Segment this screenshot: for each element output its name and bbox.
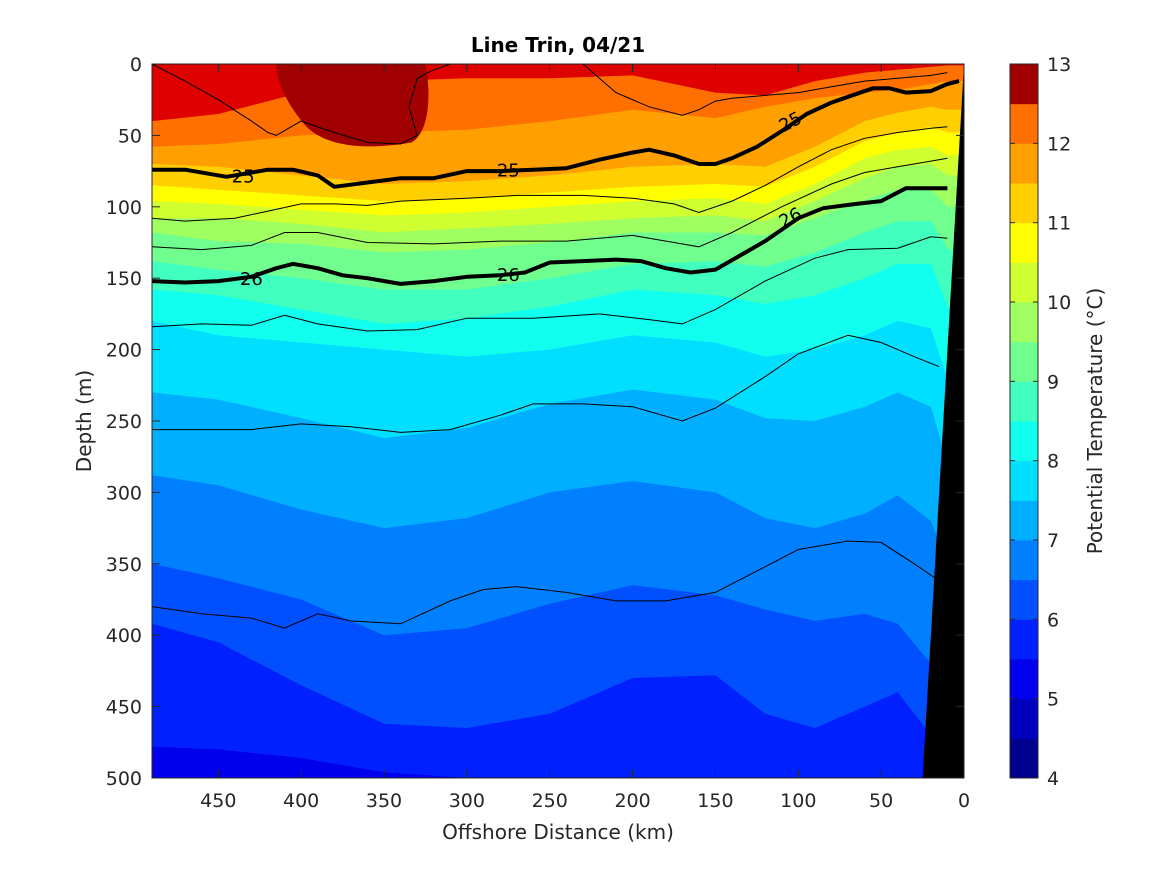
density-contour-layer	[152, 64, 960, 629]
x-axis-label: Offshore Distance (km)	[442, 820, 674, 844]
temperature-band	[152, 623, 964, 778]
colorbar-segment	[1010, 540, 1038, 581]
colorbar-segment	[1010, 183, 1038, 224]
y-tick-label: 400	[106, 625, 142, 647]
thin-density-contour	[152, 126, 948, 222]
thin-density-contour	[152, 157, 948, 251]
colorbar-tick-label: 5	[1047, 689, 1059, 711]
colorbar-tick-label: 7	[1047, 530, 1059, 552]
colorbar-tick-label: 13	[1047, 54, 1071, 76]
density-contour-26	[152, 186, 948, 286]
bathymetry-layer	[922, 64, 964, 778]
y-tick-label: 100	[106, 197, 142, 219]
contour-label-26: 26	[497, 265, 520, 286]
colorbar-segment	[1010, 341, 1038, 382]
contour-label-25: 25	[497, 161, 520, 182]
x-tick-label: 400	[283, 790, 319, 812]
x-tick-label: 450	[200, 790, 236, 812]
x-axis: 450 400 350 300 250 200 150 100 50 0	[200, 64, 970, 812]
colorbar-segment	[1010, 619, 1038, 660]
colorbar-tick-label: 6	[1047, 609, 1059, 631]
colorbar-segment	[1010, 500, 1038, 541]
colorbar-segment	[1010, 222, 1038, 263]
y-tick-label: 350	[106, 554, 142, 576]
chart-title: Line Trin, 04/21	[471, 33, 645, 57]
colorbar-tick-label: 11	[1047, 213, 1071, 235]
density-contour-25	[152, 79, 960, 189]
y-tick-label: 50	[118, 125, 142, 147]
bathymetry-shelf	[922, 64, 964, 778]
y-axis: 0 50 100 150 200 250 300 350 400 450 500	[106, 54, 964, 790]
colorbar-tick-label: 12	[1047, 133, 1071, 155]
y-tick-label: 150	[106, 268, 142, 290]
thin-density-contour	[152, 64, 277, 136]
colorbar-segment	[1010, 302, 1038, 343]
contour-label-text: 26	[240, 269, 263, 290]
x-tick-label: 50	[869, 790, 893, 812]
colorbar-segment	[1010, 659, 1038, 700]
y-tick-label: 250	[106, 411, 142, 433]
y-tick-label: 0	[130, 54, 142, 76]
colorbar-segment	[1010, 381, 1038, 422]
y-tick-label: 200	[106, 340, 142, 362]
x-tick-label: 150	[697, 790, 733, 812]
colorbar-segment	[1010, 579, 1038, 620]
contour-label-25: 25	[232, 166, 255, 187]
thin-density-contour	[408, 64, 451, 136]
colorbar-segment	[1010, 262, 1038, 303]
thin-density-contour	[276, 120, 418, 145]
colorbar-segment	[1010, 698, 1038, 739]
contour-label-text: 25	[497, 161, 520, 182]
colorbar-segment	[1010, 421, 1038, 462]
colorbar-segment	[1010, 64, 1038, 105]
colorbar-tick-label: 10	[1047, 292, 1071, 314]
thin-density-contour	[152, 334, 940, 433]
colorbar-frame	[1009, 63, 1039, 779]
x-tick-label: 300	[449, 790, 485, 812]
colorbar-tick-label: 9	[1047, 371, 1059, 393]
colorbar-label: Potential Temperature (°C)	[1083, 288, 1107, 555]
x-tick-label: 200	[614, 790, 650, 812]
y-tick-label: 300	[106, 482, 142, 504]
colorbar-segment	[1010, 143, 1038, 184]
thin-density-contour	[152, 236, 948, 332]
colorbar-segment	[1010, 738, 1038, 779]
contour-label-text: 25	[232, 166, 255, 187]
y-tick-label: 450	[106, 697, 142, 719]
plot-area	[152, 64, 964, 778]
x-tick-label: 350	[366, 790, 402, 812]
x-tick-label: 0	[958, 790, 970, 812]
thin-density-contour	[582, 64, 948, 116]
colorbar-tick-label: 8	[1047, 451, 1059, 473]
colorbar-tick-label: 4	[1047, 768, 1059, 790]
x-tick-label: 250	[532, 790, 568, 812]
y-axis-label: Depth (m)	[72, 370, 96, 472]
colorbar: 4 5 6 7 8 9 10 11 12 13	[1010, 54, 1071, 790]
contour-label-text: 26	[497, 265, 520, 286]
temperature-band	[152, 746, 964, 778]
contour-label-26: 26	[240, 269, 263, 290]
thin-density-contour	[152, 540, 940, 629]
y-tick-label: 500	[106, 768, 142, 790]
colorbar-segment	[1010, 460, 1038, 501]
x-tick-label: 100	[780, 790, 816, 812]
colorbar-segment	[1010, 103, 1038, 144]
